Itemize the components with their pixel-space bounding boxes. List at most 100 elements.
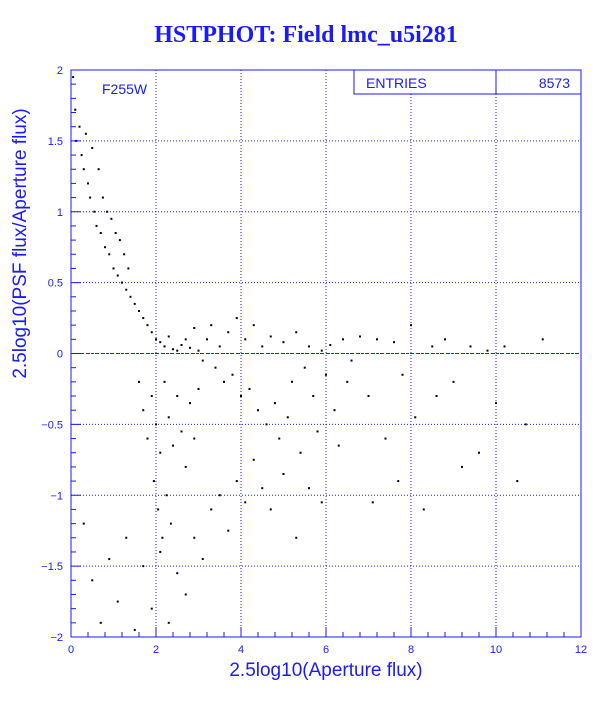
data-point-0-89: [414, 416, 417, 419]
data-point-0-133: [146, 437, 149, 440]
data-point-0-88: [410, 324, 412, 327]
data-point-0-38: [176, 349, 179, 352]
data-point-0-148: [161, 536, 164, 539]
data-point-0-79: [350, 359, 353, 362]
data-point-0-144: [193, 437, 196, 440]
data-point-0-84: [384, 437, 387, 440]
data-point-0-22: [118, 239, 121, 242]
data-point-0-26: [127, 267, 130, 270]
x-tick-label-4: 8: [408, 644, 414, 656]
data-point-0-141: [180, 430, 183, 433]
data-point-0-104: [82, 522, 85, 525]
data-point-0-130: [320, 501, 323, 504]
y-tick-label-6: 1: [57, 207, 63, 219]
data-point-0-100: [503, 345, 506, 348]
data-point-0-29: [138, 309, 140, 312]
data-point-0-70: [312, 395, 315, 398]
data-point-0-115: [176, 572, 179, 575]
data-point-0-150: [169, 522, 172, 525]
data-point-0-80: [359, 335, 361, 338]
data-points: [72, 76, 544, 631]
x-tick-label-2: 4: [238, 644, 244, 656]
data-point-0-27: [129, 295, 132, 298]
x-tick-label-1: 2: [153, 644, 159, 656]
data-point-0-58: [261, 345, 264, 348]
data-point-0-41: [189, 346, 191, 349]
y-tick-label-3: −0.5: [41, 419, 63, 431]
data-point-0-68: [303, 366, 306, 369]
x-tick-label-0: 0: [68, 644, 74, 656]
y-tick-label-5: 0.5: [48, 278, 63, 290]
data-point-0-57: [257, 409, 259, 412]
data-point-0-147: [157, 508, 160, 511]
data-point-0-136: [159, 451, 162, 454]
data-point-0-30: [142, 317, 145, 320]
data-point-0-54: [244, 338, 247, 341]
data-point-0-103: [541, 338, 544, 341]
data-point-0-137: [163, 380, 166, 383]
data-point-0-123: [244, 501, 247, 504]
data-point-0-60: [269, 335, 272, 338]
data-point-0-90: [422, 508, 425, 511]
data-point-0-96: [469, 345, 472, 348]
data-point-0-48: [218, 345, 221, 348]
data-point-0-76: [337, 444, 340, 447]
data-point-0-98: [486, 349, 489, 352]
data-point-0-87: [401, 373, 404, 376]
data-point-0-108: [116, 600, 119, 603]
data-point-0-56: [252, 324, 255, 327]
data-point-0-71: [316, 430, 319, 433]
data-point-0-91: [431, 345, 434, 348]
data-point-0-99: [495, 402, 497, 405]
data-point-0-37: [172, 348, 174, 351]
data-point-0-19: [112, 267, 115, 270]
y-tick-labels: −2 −1.5 −1 −0.5 0 0.5 1 1.5 2: [41, 65, 63, 644]
data-point-0-17: [108, 253, 111, 256]
data-point-0-120: [218, 494, 221, 497]
y-tick-marks: [71, 69, 81, 638]
data-point-0-44: [201, 359, 204, 362]
stats-entries-label: ENTRIES: [366, 75, 427, 91]
data-point-0-9: [91, 146, 94, 149]
data-point-0-77: [342, 338, 344, 341]
data-point-0-50: [227, 331, 230, 334]
data-point-0-39: [180, 343, 183, 346]
data-point-0-28: [133, 302, 136, 305]
data-point-0-82: [371, 501, 374, 504]
data-point-0-131: [138, 380, 140, 383]
data-point-0-145: [197, 387, 200, 390]
data-point-0-128: [295, 536, 298, 539]
data-point-0-101: [516, 480, 519, 483]
y-axis-label: 2.5log10(PSF flux/Aperture flux): [10, 108, 31, 378]
data-point-0-134: [150, 395, 153, 398]
data-point-0-109: [125, 536, 128, 539]
data-point-0-74: [329, 343, 332, 346]
data-point-0-65: [291, 380, 293, 383]
x-tick-marks: [70, 627, 582, 637]
data-point-0-122: [235, 480, 238, 483]
filter-label: F255W: [102, 81, 148, 97]
stats-entries-value: 8573: [539, 75, 570, 91]
data-point-0-49: [223, 380, 225, 383]
data-point-0-94: [452, 380, 455, 383]
data-point-0-142: [184, 465, 187, 468]
data-point-0-35: [163, 345, 166, 348]
data-point-0-78: [346, 380, 349, 383]
data-point-0-63: [282, 341, 285, 344]
data-point-0-114: [167, 621, 170, 624]
data-point-0-95: [461, 465, 463, 468]
stats-box: ENTRIES 8573: [353, 69, 582, 95]
data-point-0-14: [101, 196, 104, 199]
data-point-0-138: [167, 416, 170, 419]
x-tick-label-5: 10: [490, 644, 502, 656]
data-point-0-73: [325, 373, 327, 376]
data-point-0-139: [172, 444, 174, 447]
x-tick-label-6: 12: [575, 644, 587, 656]
data-point-0-31: [146, 324, 149, 327]
x-axis-label: 2.5log10(Aperture flux): [229, 660, 422, 681]
data-point-0-135: [155, 423, 157, 426]
data-point-0-112: [150, 607, 153, 610]
data-point-0-1: [74, 108, 77, 111]
data-point-0-85: [393, 341, 395, 344]
data-point-0-86: [397, 480, 400, 483]
